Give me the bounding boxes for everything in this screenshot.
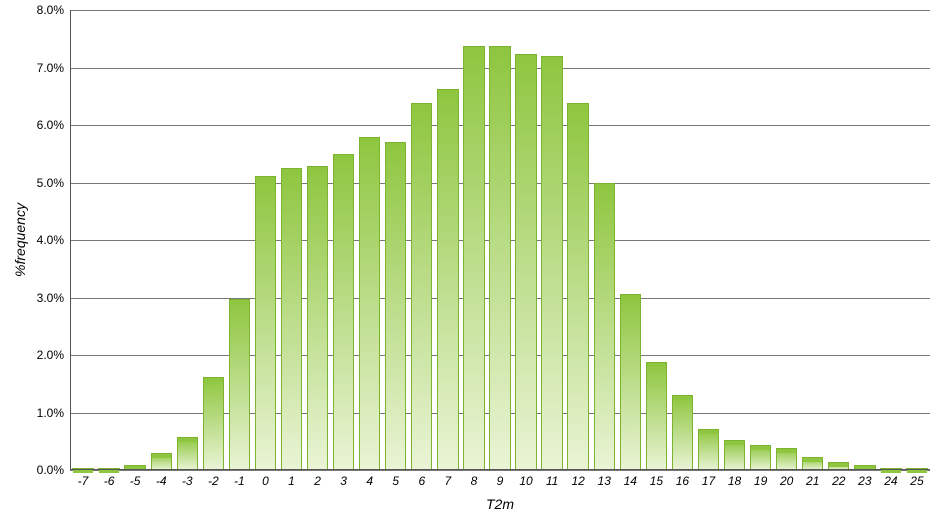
x-tick-label: 9 bbox=[497, 470, 504, 488]
x-tick-label: 11 bbox=[546, 470, 558, 488]
bar bbox=[281, 168, 302, 470]
bar bbox=[255, 176, 276, 470]
y-tick-label: 3.0% bbox=[37, 291, 70, 305]
y-axis-line bbox=[70, 10, 71, 470]
bar bbox=[359, 137, 380, 471]
x-tick-label: 25 bbox=[910, 470, 923, 488]
x-tick-label: -4 bbox=[156, 470, 167, 488]
bar bbox=[307, 166, 328, 470]
bars bbox=[70, 10, 930, 470]
y-axis-label: %frequency bbox=[12, 203, 28, 277]
x-tick-label: 23 bbox=[858, 470, 871, 488]
x-tick-label: -5 bbox=[130, 470, 141, 488]
y-tick-label: 4.0% bbox=[37, 233, 70, 247]
x-tick-label: 20 bbox=[780, 470, 793, 488]
bar bbox=[672, 395, 693, 470]
bar bbox=[698, 429, 719, 470]
x-tick-label: -2 bbox=[208, 470, 219, 488]
y-tick-label: 6.0% bbox=[37, 118, 70, 132]
bar bbox=[541, 56, 562, 470]
bar bbox=[646, 362, 667, 470]
bar bbox=[463, 46, 484, 470]
x-axis-label: T2m bbox=[486, 496, 514, 512]
x-tick-label: 10 bbox=[519, 470, 532, 488]
histogram-chart: 0.0% 1.0% 2.0% 3.0% 4.0% 5.0% 6.0% 7.0% 8.0% -7 -6… bbox=[0, 0, 940, 516]
bar bbox=[750, 445, 771, 470]
bar bbox=[724, 440, 745, 470]
x-tick-label: 18 bbox=[728, 470, 741, 488]
bar bbox=[151, 453, 172, 470]
y-tick-label: 5.0% bbox=[37, 176, 70, 190]
x-tick-label: 13 bbox=[598, 470, 611, 488]
x-tick-label: -3 bbox=[182, 470, 193, 488]
x-tick-label: 7 bbox=[445, 470, 452, 488]
bar bbox=[229, 299, 250, 470]
x-tick-label: -1 bbox=[234, 470, 245, 488]
bar bbox=[515, 54, 536, 470]
bar bbox=[177, 437, 198, 470]
x-tick-label: 6 bbox=[418, 470, 425, 488]
bar bbox=[489, 46, 510, 470]
x-tick-label: 0 bbox=[262, 470, 269, 488]
bar bbox=[594, 183, 615, 471]
y-tick-label: 2.0% bbox=[37, 348, 70, 362]
x-tick-label: 4 bbox=[366, 470, 373, 488]
x-tick-label: 22 bbox=[832, 470, 845, 488]
plot-area: 0.0%1.0%2.0%3.0%4.0%5.0%6.0%7.0%8.0%-7-6… bbox=[70, 10, 930, 470]
bar bbox=[203, 377, 224, 470]
x-tick-label: 8 bbox=[471, 470, 478, 488]
x-tick-label: 5 bbox=[392, 470, 399, 488]
bar bbox=[620, 294, 641, 470]
y-tick-label: 1.0% bbox=[37, 406, 70, 420]
bar bbox=[411, 103, 432, 470]
bar bbox=[385, 142, 406, 470]
x-tick-label: 2 bbox=[314, 470, 321, 488]
x-tick-label: -6 bbox=[104, 470, 115, 488]
y-tick-label: 0.0% bbox=[37, 463, 70, 477]
x-tick-label: 1 bbox=[288, 470, 295, 488]
x-tick-label: 16 bbox=[676, 470, 689, 488]
x-tick-label: 14 bbox=[624, 470, 637, 488]
x-tick-label: 21 bbox=[806, 470, 819, 488]
x-axis-line bbox=[70, 469, 930, 470]
bar bbox=[776, 448, 797, 470]
bar bbox=[567, 103, 588, 470]
x-tick-label: -7 bbox=[78, 470, 89, 488]
x-tick-label: 19 bbox=[754, 470, 767, 488]
x-tick-label: 3 bbox=[340, 470, 347, 488]
bar bbox=[437, 89, 458, 470]
x-tick-label: 24 bbox=[884, 470, 897, 488]
y-tick-label: 7.0% bbox=[37, 61, 70, 75]
bar bbox=[333, 154, 354, 470]
y-tick-label: 8.0% bbox=[37, 3, 70, 17]
x-tick-label: 12 bbox=[571, 470, 584, 488]
x-tick-label: 15 bbox=[650, 470, 663, 488]
x-tick-label: 17 bbox=[702, 470, 715, 488]
